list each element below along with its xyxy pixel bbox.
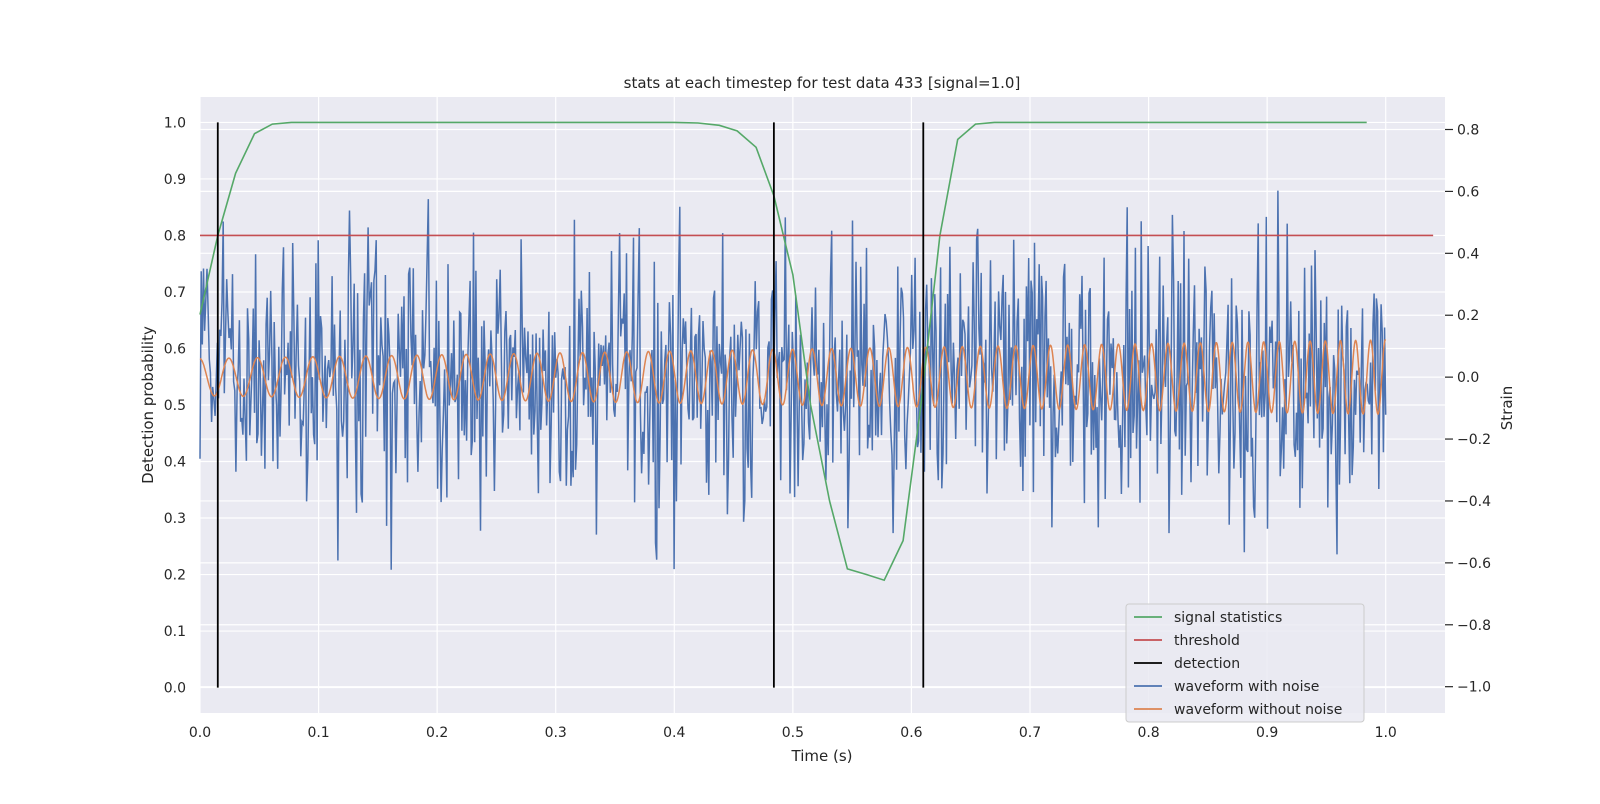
- y-tick-label: 0.5: [164, 398, 186, 414]
- x-tick-label: 0.9: [1256, 725, 1278, 741]
- y-axis-label: Detection probability: [139, 326, 157, 484]
- y-tick-label: 1.0: [164, 115, 186, 131]
- y2-axis-label: Strain: [1498, 386, 1516, 430]
- x-tick-label: 0.2: [426, 725, 448, 741]
- y2-tick-label: 0.0: [1457, 370, 1479, 386]
- chart-title: stats at each timestep for test data 433…: [624, 74, 1021, 92]
- series-layer: [199, 121, 1434, 688]
- x-tick-label: 1.0: [1375, 725, 1397, 741]
- legend-label-threshold: threshold: [1174, 633, 1240, 649]
- y-tick-label: 0.1: [164, 624, 186, 640]
- y-tick-label: 0.4: [164, 455, 186, 471]
- legend-label-waveform-without-noise: waveform without noise: [1174, 702, 1342, 718]
- y2-tick-label: −1.0: [1457, 680, 1491, 696]
- y-tick-label: 0.8: [164, 228, 186, 244]
- y-tick-label: 0.2: [164, 568, 186, 584]
- y2-tick-label: −0.6: [1457, 556, 1491, 572]
- legend-label-waveform-with-noise: waveform with noise: [1174, 679, 1319, 695]
- x-tick-label: 0.6: [900, 725, 922, 741]
- legend-label-detection: detection: [1174, 656, 1240, 672]
- y-tick-label: 0.3: [164, 511, 186, 527]
- y2-tick-label: −0.2: [1457, 432, 1491, 448]
- legend: signal statistics threshold detection wa…: [1125, 603, 1365, 723]
- x-tick-label: 0.5: [782, 725, 804, 741]
- x-tick-label: 0.0: [189, 725, 211, 741]
- legend-box: [1125, 603, 1365, 723]
- y2-tick-label: 0.8: [1457, 123, 1479, 139]
- x-tick-label: 0.1: [307, 725, 329, 741]
- y2-tick-label: 0.2: [1457, 308, 1479, 324]
- y-tick-label: 0.7: [164, 285, 186, 301]
- y-tick-label: 0.0: [164, 681, 186, 697]
- y2-tick-label: −0.8: [1457, 618, 1491, 634]
- series-waveform-with-noise: [199, 190, 1387, 570]
- y2-tick-label: 0.4: [1457, 246, 1479, 262]
- legend-label-signal-statistics: signal statistics: [1174, 610, 1282, 626]
- x-axis-label: Time (s): [791, 747, 853, 765]
- x-tick-label: 0.7: [1019, 725, 1041, 741]
- y2-tick-label: −0.4: [1457, 494, 1491, 510]
- x-tick-label: 0.8: [1137, 725, 1159, 741]
- y2-tick-label: 0.6: [1457, 184, 1479, 200]
- y-tick-label: 0.9: [164, 172, 186, 188]
- series-waveform-without-noise: [199, 338, 1387, 416]
- tick-layer: 0.0 0.1 0.2 0.3 0.4 0.5 0.6 0.7 0.8 0.9 1.0 0.0 0.1 0…: [164, 115, 1491, 741]
- y-tick-label: 0.6: [164, 341, 186, 357]
- x-tick-label: 0.4: [663, 725, 685, 741]
- x-tick-label: 0.3: [545, 725, 567, 741]
